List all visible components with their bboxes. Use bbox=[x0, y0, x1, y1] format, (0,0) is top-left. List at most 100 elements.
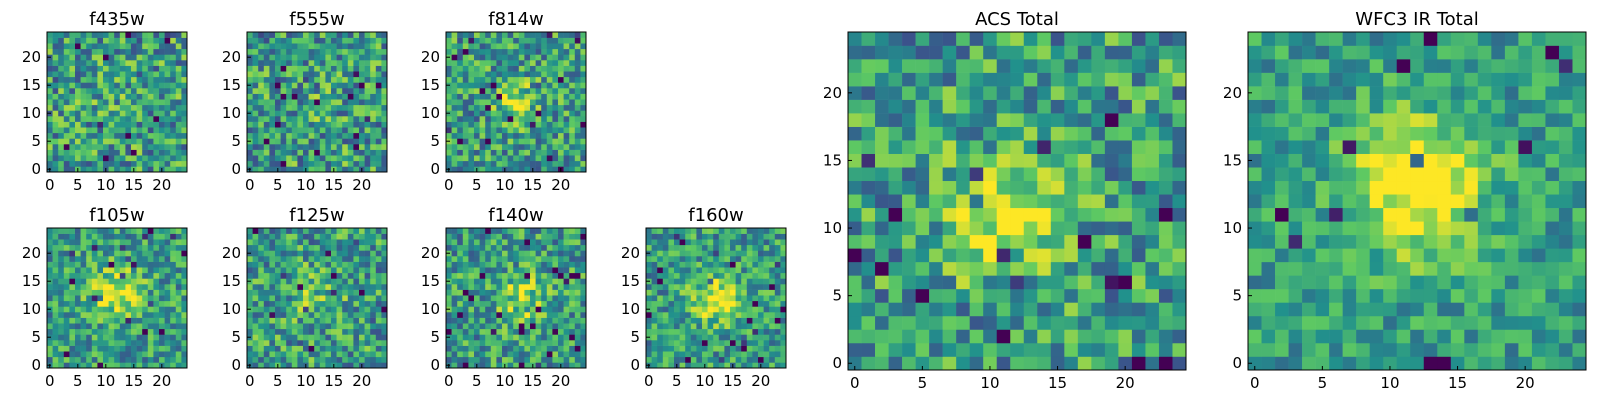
heatmap-cell bbox=[502, 351, 508, 358]
heatmap-cell bbox=[108, 32, 115, 38]
heatmap-cell bbox=[159, 37, 165, 44]
heatmap-cell bbox=[280, 228, 287, 234]
heatmap-cell bbox=[142, 300, 149, 307]
heatmap-cell bbox=[685, 244, 692, 251]
heatmap-cell bbox=[518, 278, 525, 285]
heatmap-cell bbox=[580, 345, 587, 352]
heatmap-cell bbox=[52, 166, 59, 173]
heatmap-cell bbox=[353, 289, 360, 296]
heatmap-cell bbox=[114, 351, 121, 358]
heatmap-cell bbox=[530, 351, 536, 358]
heatmap-cell bbox=[996, 126, 1011, 141]
heatmap-cell bbox=[462, 317, 469, 324]
heatmap-cell bbox=[915, 167, 930, 182]
heatmap-cell bbox=[651, 317, 658, 324]
heatmap-cell bbox=[86, 284, 93, 290]
heatmap-cell bbox=[574, 144, 581, 150]
heatmap-cell bbox=[319, 300, 326, 307]
heatmap-cell bbox=[646, 356, 652, 363]
heatmap-cell bbox=[518, 149, 525, 156]
heatmap-cell bbox=[1077, 329, 1092, 344]
heatmap-cell bbox=[552, 116, 559, 122]
heatmap-cell bbox=[308, 116, 315, 122]
heatmap-cell bbox=[181, 284, 188, 290]
heatmap-cell bbox=[58, 127, 65, 134]
heatmap-cell bbox=[1050, 248, 1065, 263]
heatmap-cell bbox=[580, 32, 587, 38]
heatmap-cell bbox=[1010, 194, 1025, 209]
heatmap-cell bbox=[769, 356, 776, 363]
heatmap-cell bbox=[646, 295, 652, 302]
heatmap-cell bbox=[479, 334, 486, 341]
heatmap-cell bbox=[490, 328, 497, 335]
heatmap-cell bbox=[97, 356, 104, 363]
heatmap-cell bbox=[52, 43, 59, 50]
heatmap-cell bbox=[364, 345, 371, 352]
heatmap-cell bbox=[496, 244, 503, 251]
heatmap-cell bbox=[263, 362, 270, 369]
heatmap-cell bbox=[563, 328, 570, 335]
heatmap-cell bbox=[496, 306, 503, 313]
heatmap-cell bbox=[175, 60, 182, 66]
heatmap-cell bbox=[713, 345, 720, 352]
y-tick-label: 15 bbox=[421, 76, 440, 94]
heatmap-cell bbox=[297, 166, 304, 173]
heatmap-cell bbox=[291, 340, 298, 346]
heatmap-cell bbox=[679, 233, 686, 240]
heatmap-cell bbox=[108, 93, 115, 100]
heatmap-cell bbox=[153, 278, 160, 285]
heatmap-cell bbox=[451, 43, 458, 50]
heatmap-cell bbox=[175, 43, 182, 50]
x-tick-label: 20 bbox=[152, 372, 171, 390]
x-tick-label: 0 bbox=[245, 176, 255, 194]
heatmap-cell bbox=[275, 351, 281, 358]
heatmap-cell bbox=[769, 239, 776, 246]
heatmap-cell bbox=[303, 323, 309, 330]
heatmap-cell bbox=[474, 295, 480, 302]
heatmap-cell bbox=[175, 278, 182, 285]
heatmap-cell bbox=[263, 228, 270, 234]
heatmap-cell bbox=[518, 110, 525, 117]
heatmap-cell bbox=[325, 340, 332, 346]
heatmap-cell bbox=[159, 272, 165, 279]
heatmap-cell bbox=[468, 256, 475, 262]
heatmap-cell bbox=[451, 60, 458, 66]
heatmap-cell bbox=[1023, 302, 1038, 317]
heatmap-cell bbox=[336, 71, 343, 78]
heatmap-cell bbox=[86, 43, 93, 50]
heatmap-cell bbox=[347, 300, 354, 307]
heatmap-cell bbox=[131, 228, 137, 234]
heatmap-cell bbox=[375, 48, 382, 55]
y-tick-label: 15 bbox=[421, 272, 440, 290]
heatmap-cell bbox=[147, 121, 154, 128]
heatmap-cell bbox=[983, 140, 998, 154]
heatmap-cell bbox=[535, 256, 542, 262]
heatmap-cell bbox=[381, 256, 388, 262]
heatmap-cell bbox=[569, 65, 576, 72]
heatmap-cell bbox=[136, 99, 143, 106]
heatmap-cell bbox=[258, 48, 265, 55]
heatmap-cell bbox=[52, 295, 59, 302]
heatmap-cell bbox=[114, 54, 121, 61]
heatmap-cell bbox=[136, 233, 143, 240]
heatmap-cell bbox=[263, 116, 270, 122]
heatmap-cell bbox=[1118, 167, 1133, 182]
heatmap-cell bbox=[1050, 194, 1065, 209]
heatmap-cell bbox=[291, 345, 298, 352]
heatmap-cell bbox=[507, 32, 514, 38]
heatmap-cell bbox=[114, 82, 121, 89]
heatmap-cell bbox=[308, 250, 315, 257]
heatmap-cell bbox=[518, 256, 525, 262]
heatmap-cell bbox=[724, 233, 731, 240]
heatmap-cell bbox=[457, 351, 464, 358]
heatmap-cell bbox=[474, 82, 480, 89]
heatmap-cell bbox=[247, 37, 253, 44]
heatmap-cell bbox=[136, 32, 143, 38]
heatmap-cell bbox=[888, 207, 903, 222]
heatmap-cells bbox=[247, 32, 388, 173]
heatmap-cell bbox=[1050, 342, 1065, 357]
heatmap-cell bbox=[1172, 126, 1187, 141]
heatmap-cell bbox=[696, 267, 703, 274]
heatmap-cell bbox=[314, 284, 321, 290]
heatmap-cell bbox=[875, 329, 889, 344]
